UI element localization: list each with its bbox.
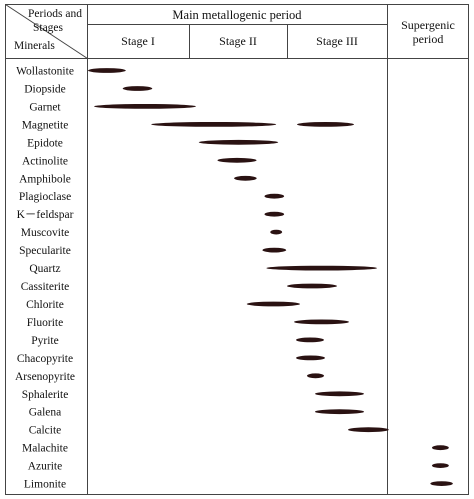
mineral-label-magnetite: Magnetite	[22, 119, 69, 131]
mineral-label-malachite: Malachite	[22, 443, 68, 455]
mineral-label-arsenopyrite: Arsenopyrite	[15, 371, 75, 383]
mineral-labels: Wollastonite Diopside Garnet Magnetite Epido…	[15, 66, 75, 491]
bar-chacopyrite	[296, 355, 325, 361]
mineral-label-diopside: Diopside	[24, 84, 66, 96]
mineral-label-chlorite: Chlorite	[26, 299, 64, 311]
bar-limonite	[430, 481, 453, 486]
mineral-label-quartz: Quartz	[29, 263, 60, 275]
bar-galena	[315, 409, 364, 415]
bar-sphalerite	[315, 391, 364, 397]
supergenic-label-line2: period	[413, 32, 444, 46]
corner-label-minerals: Minerals	[14, 40, 55, 52]
stage-2-label: Stage II	[219, 34, 257, 48]
mineral-label-calcite: Calcite	[29, 425, 62, 437]
bar-muscovite	[270, 229, 283, 235]
bar-amphibole	[234, 175, 257, 181]
stage-3-label: Stage III	[316, 34, 358, 48]
bar-chlorite	[246, 301, 300, 307]
bar-azurite	[432, 463, 449, 468]
bar-calcite	[348, 427, 389, 433]
mineral-label-cassiterite: Cassiterite	[21, 281, 70, 293]
mineral-label-pyrite: Pyrite	[31, 335, 58, 347]
table-frame	[5, 4, 469, 495]
bar-arsenopyrite	[307, 373, 324, 379]
bar-cassiterite	[287, 283, 337, 289]
mineral-label-amphibole: Amphibole	[19, 173, 71, 185]
bar-malachite	[432, 445, 449, 451]
bar-specularite	[262, 247, 287, 253]
bar-quartz	[266, 265, 378, 271]
mineral-label-specularite: Specularite	[19, 245, 71, 257]
bar-magnetite-2	[297, 122, 354, 127]
mineral-label-garnet: Garnet	[29, 101, 61, 113]
corner-label-periods: Periods and	[28, 8, 82, 20]
bar-epidote	[198, 139, 279, 145]
mineral-label-chacopyrite: Chacopyrite	[17, 353, 73, 365]
corner-diagonal	[5, 4, 88, 59]
mineral-label-wollastonite: Wollastonite	[16, 66, 74, 78]
mineral-label-k-feldspar: K－feldspar	[17, 209, 74, 221]
bar-diopside	[122, 86, 153, 91]
corner-label-stages: Stages	[33, 22, 64, 34]
mineral-label-azurite: Azurite	[28, 461, 62, 473]
bar-plagioclase	[264, 193, 285, 199]
mineral-label-actinolite: Actinolite	[22, 155, 68, 167]
mineral-label-fluorite: Fluorite	[27, 317, 63, 329]
mineral-label-sphalerite: Sphalerite	[22, 389, 69, 401]
mineral-label-galena: Galena	[29, 407, 62, 419]
bar-garnet	[94, 104, 196, 109]
bar-wollastonite	[88, 68, 126, 73]
bar-pyrite	[296, 337, 324, 343]
occurrence-bars	[88, 68, 453, 486]
main-period-title: Main metallogenic period	[172, 8, 302, 22]
bar-fluorite	[294, 319, 349, 325]
mineral-label-muscovite: Muscovite	[21, 227, 70, 239]
mineral-label-limonite: Limonite	[24, 479, 66, 491]
bar-k-feldspar	[264, 211, 285, 217]
supergenic-label-line1: Supergenic	[401, 18, 455, 32]
stage-1-label: Stage I	[121, 34, 155, 48]
mineral-label-epidote: Epidote	[27, 137, 63, 149]
bar-magnetite-1	[151, 122, 277, 127]
bar-actinolite	[217, 157, 257, 163]
mineral-label-plagioclase: Plagioclase	[19, 191, 71, 203]
